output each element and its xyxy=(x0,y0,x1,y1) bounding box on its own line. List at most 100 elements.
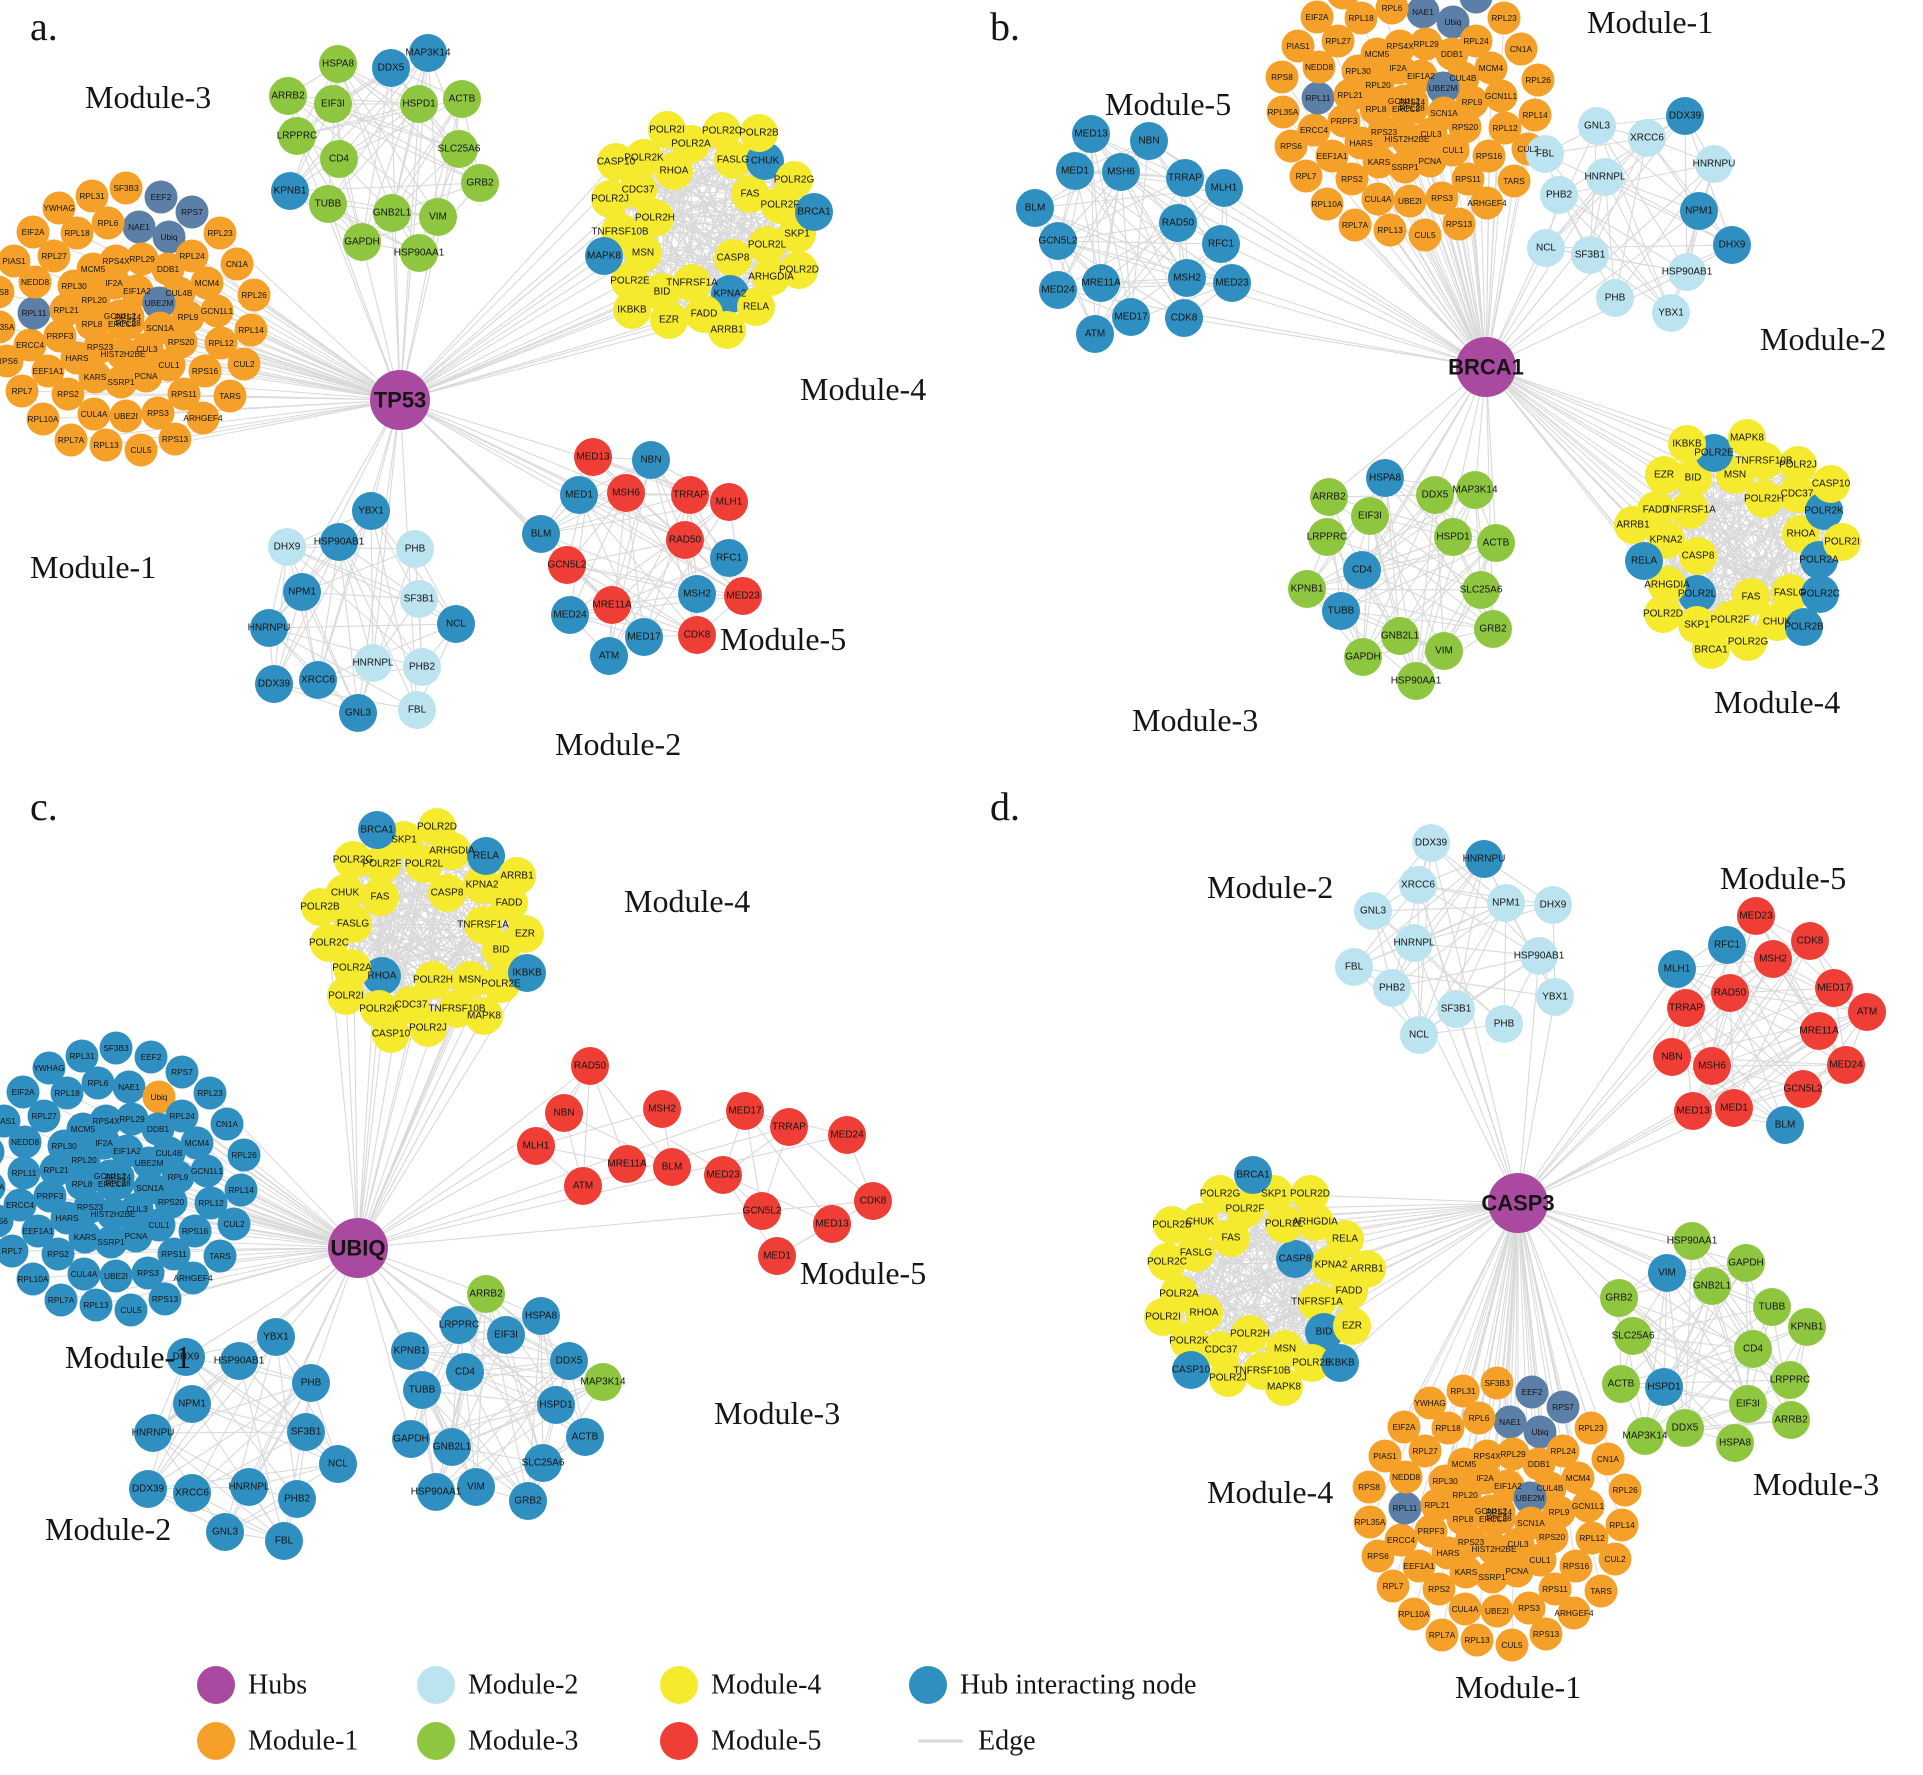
svg-text:CHUK: CHUK xyxy=(331,888,360,899)
svg-text:GCN1L1: GCN1L1 xyxy=(1572,1501,1605,1511)
svg-text:BID: BID xyxy=(1316,1327,1333,1338)
svg-text:RPL12: RPL12 xyxy=(1492,123,1518,133)
svg-text:HSPD1: HSPD1 xyxy=(1436,532,1470,543)
svg-text:EIF3I: EIF3I xyxy=(494,1330,518,1341)
svg-text:PHB: PHB xyxy=(405,544,426,555)
svg-text:RPL23: RPL23 xyxy=(1491,13,1517,23)
svg-text:HSP90AA1: HSP90AA1 xyxy=(1667,1236,1718,1247)
svg-text:MSH2: MSH2 xyxy=(1759,954,1787,965)
svg-text:RPS3: RPS3 xyxy=(147,408,169,418)
svg-text:RPL18: RPL18 xyxy=(1435,1423,1461,1433)
svg-text:ARHGEF4: ARHGEF4 xyxy=(1467,198,1507,208)
svg-text:MED1: MED1 xyxy=(1061,166,1089,177)
svg-text:SKP1: SKP1 xyxy=(1684,620,1710,631)
svg-text:EZR: EZR xyxy=(659,315,679,326)
svg-text:NCL: NCL xyxy=(1409,1030,1429,1041)
svg-text:PIAS1: PIAS1 xyxy=(2,256,26,266)
svg-text:MAP3K14: MAP3K14 xyxy=(1622,1431,1667,1442)
svg-text:c.: c. xyxy=(30,784,58,829)
svg-text:ARHGDIA: ARHGDIA xyxy=(1292,1217,1338,1228)
svg-text:GCN1L1: GCN1L1 xyxy=(191,1166,224,1176)
svg-text:MED1: MED1 xyxy=(763,1251,791,1262)
svg-text:RPL13: RPL13 xyxy=(1464,1635,1490,1645)
svg-text:CUL1: CUL1 xyxy=(148,1220,170,1230)
svg-text:MED1: MED1 xyxy=(1720,1103,1748,1114)
svg-text:CASP8: CASP8 xyxy=(431,888,464,899)
svg-text:CUL3: CUL3 xyxy=(1507,1539,1529,1549)
svg-text:RAD50: RAD50 xyxy=(669,535,702,546)
svg-text:TUBB: TUBB xyxy=(1759,1302,1786,1313)
svg-text:HSP90AA1: HSP90AA1 xyxy=(411,1487,462,1498)
svg-text:SKP1: SKP1 xyxy=(784,229,810,240)
svg-text:DDX5: DDX5 xyxy=(556,1356,583,1367)
svg-text:CUL5: CUL5 xyxy=(130,445,152,455)
svg-text:CASP10: CASP10 xyxy=(597,157,636,168)
svg-text:ARRB1: ARRB1 xyxy=(1350,1264,1384,1275)
svg-text:EIF3I: EIF3I xyxy=(1358,511,1382,522)
svg-text:HSP90AB1: HSP90AB1 xyxy=(214,1356,265,1367)
svg-text:RPL27: RPL27 xyxy=(31,1111,57,1121)
svg-text:ERCC4: ERCC4 xyxy=(16,340,45,350)
svg-text:Module-1: Module-1 xyxy=(1455,1669,1581,1705)
svg-text:CUL2: CUL2 xyxy=(233,359,255,369)
svg-text:NAE1: NAE1 xyxy=(1412,7,1434,17)
svg-text:KARS: KARS xyxy=(74,1232,97,1242)
svg-text:PCNA: PCNA xyxy=(1505,1566,1529,1576)
svg-text:ERCC8: ERCC8 xyxy=(1392,104,1421,114)
svg-text:POLR2G: POLR2G xyxy=(333,855,374,866)
svg-text:IF2A: IF2A xyxy=(95,1138,113,1148)
svg-text:RPL14: RPL14 xyxy=(228,1185,254,1195)
svg-text:NPM1: NPM1 xyxy=(1685,206,1713,217)
svg-text:CUL4A: CUL4A xyxy=(1452,1604,1479,1614)
svg-text:TNFRSF1A: TNFRSF1A xyxy=(1664,505,1716,516)
svg-text:HSP90AA1: HSP90AA1 xyxy=(1391,676,1442,687)
svg-text:TUBB: TUBB xyxy=(315,199,342,210)
svg-text:Hub interacting node: Hub interacting node xyxy=(960,1670,1196,1701)
svg-text:SF3B1: SF3B1 xyxy=(1575,250,1606,261)
svg-text:POLR2B: POLR2B xyxy=(1784,622,1824,633)
svg-text:RHOA: RHOA xyxy=(1787,529,1816,540)
svg-text:MSH6: MSH6 xyxy=(612,488,640,499)
svg-text:RPL23: RPL23 xyxy=(197,1088,223,1098)
svg-text:LRPPRC: LRPPRC xyxy=(1307,532,1348,543)
svg-text:RPS13: RPS13 xyxy=(1533,1629,1560,1639)
svg-text:RELA: RELA xyxy=(1332,1234,1358,1245)
svg-text:RPL8: RPL8 xyxy=(1366,104,1387,114)
svg-text:SKP1: SKP1 xyxy=(391,835,417,846)
svg-text:KPNB1: KPNB1 xyxy=(394,1346,427,1357)
svg-text:MED23: MED23 xyxy=(1215,278,1249,289)
svg-text:RPL27: RPL27 xyxy=(1325,36,1351,46)
svg-text:DHX9: DHX9 xyxy=(1719,240,1746,251)
svg-text:ARHGEF4: ARHGEF4 xyxy=(183,413,223,423)
svg-text:CUL2: CUL2 xyxy=(223,1219,245,1229)
svg-text:YWHAG: YWHAG xyxy=(33,1063,64,1073)
svg-text:EZR: EZR xyxy=(515,929,535,940)
svg-text:RFC1: RFC1 xyxy=(1208,239,1235,250)
svg-text:Ubiq: Ubiq xyxy=(1531,1427,1548,1437)
svg-text:RPL13: RPL13 xyxy=(93,440,119,450)
svg-text:RPS20: RPS20 xyxy=(1452,122,1479,132)
svg-text:RPS6: RPS6 xyxy=(0,356,18,366)
svg-text:CASP8: CASP8 xyxy=(1682,551,1715,562)
svg-text:RPS2: RPS2 xyxy=(47,1249,69,1259)
svg-text:CD4: CD4 xyxy=(455,1367,475,1378)
svg-text:POLR2E: POLR2E xyxy=(610,276,650,287)
svg-text:RELA: RELA xyxy=(1631,556,1657,567)
svg-text:RPS6: RPS6 xyxy=(1367,1551,1389,1561)
svg-text:Module-1: Module-1 xyxy=(30,549,156,585)
svg-text:GNL3: GNL3 xyxy=(1584,121,1611,132)
svg-text:MLH1: MLH1 xyxy=(523,1141,550,1152)
svg-text:MAP3K14: MAP3K14 xyxy=(580,1377,625,1388)
svg-text:ERCC8: ERCC8 xyxy=(98,1179,127,1189)
svg-text:FADD: FADD xyxy=(691,309,718,320)
svg-text:RPL10A: RPL10A xyxy=(1399,1609,1430,1619)
svg-text:RPL20: RPL20 xyxy=(1452,1490,1478,1500)
svg-text:RPS20: RPS20 xyxy=(168,337,195,347)
svg-text:RPL30: RPL30 xyxy=(1432,1476,1458,1486)
svg-text:LRPPRC: LRPPRC xyxy=(439,1320,480,1331)
svg-text:IF2A: IF2A xyxy=(1476,1473,1494,1483)
svg-text:RPL8: RPL8 xyxy=(82,319,103,329)
svg-text:SLC25A6: SLC25A6 xyxy=(522,1458,565,1469)
svg-text:RPS7: RPS7 xyxy=(181,207,203,217)
svg-text:YWHAG: YWHAG xyxy=(43,203,74,213)
